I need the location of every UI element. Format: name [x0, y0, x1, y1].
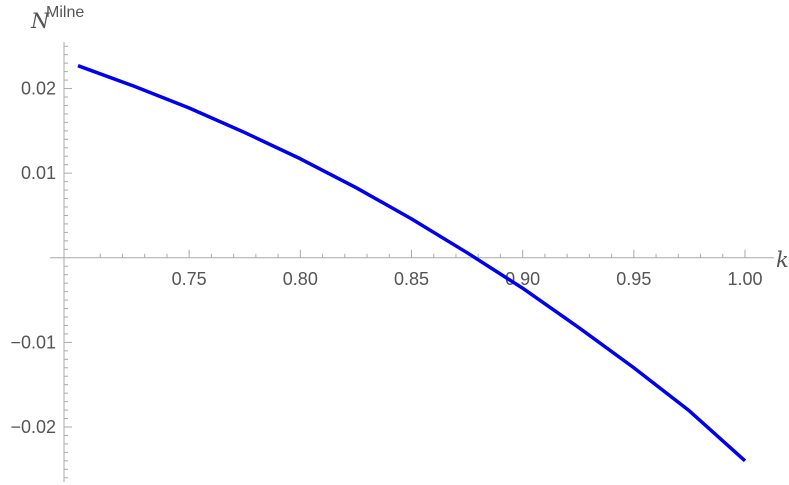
y-tick-label: 0.01 — [21, 163, 56, 183]
tick-labels: 0.75 0.80 0.85 0.90 0.95 1.000.020.01−0.01−0.… — [10, 79, 762, 437]
y-tick-label: 0.02 — [21, 79, 56, 99]
x-tick-label: 0.85 — [394, 269, 429, 289]
x-tick-label: 1.00 — [727, 269, 762, 289]
x-tick-label: 0.80 — [283, 269, 318, 289]
y-axis-label: N — [30, 9, 50, 33]
y-tick-label: −0.02 — [10, 417, 56, 437]
x-tick-label: 0.75 — [172, 269, 207, 289]
series-layer — [77, 64, 747, 463]
ticks — [64, 45, 746, 479]
x-tick-label: 0.95 — [616, 269, 651, 289]
axis-titles: N Milne k — [30, 4, 789, 272]
y-axis-label-superscript: Milne — [46, 4, 84, 21]
axes — [50, 42, 774, 482]
x-axis-label: k — [776, 248, 789, 272]
y-tick-label: −0.01 — [10, 332, 56, 352]
series-line — [77, 64, 747, 463]
